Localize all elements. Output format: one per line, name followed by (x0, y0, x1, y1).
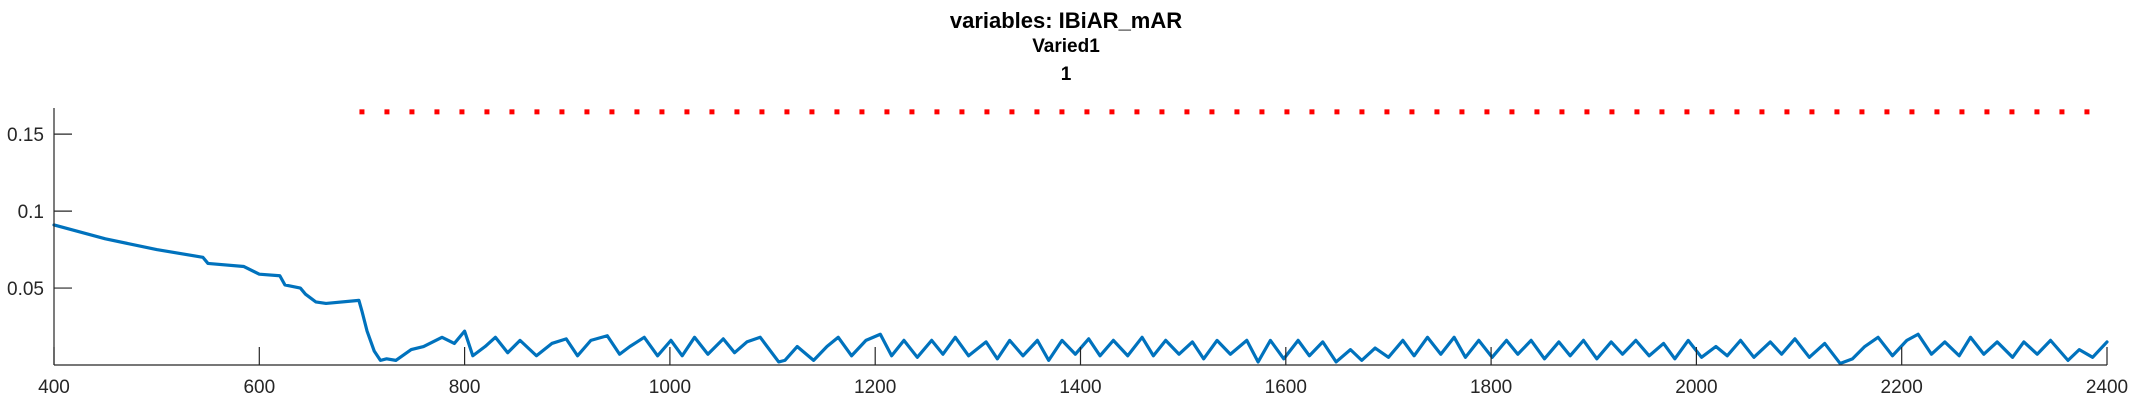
red-marker-33 (1184, 109, 1190, 115)
red-marker-42 (1409, 109, 1415, 115)
red-marker-57 (1784, 109, 1790, 115)
red-marker-25 (984, 109, 990, 115)
red-marker-9 (584, 109, 590, 115)
red-marker-58 (1809, 109, 1815, 115)
red-marker-26 (1009, 109, 1015, 115)
red-marker-13 (684, 109, 690, 115)
x-tick-label-8: 2000 (1675, 377, 1717, 398)
red-marker-62 (1909, 109, 1915, 115)
axes: 400 600 800 1000 1200 1400 1600 1800 2000 2200 240… (7, 108, 2128, 398)
red-marker-18 (809, 109, 815, 115)
chart-subtitle: Varied1 (1032, 36, 1100, 57)
red-marker-35 (1234, 109, 1240, 115)
red-marker-5 (484, 109, 490, 115)
red-marker-6 (509, 109, 515, 115)
red-marker-22 (909, 109, 915, 115)
red-marker-40 (1359, 109, 1365, 115)
red-marker-55 (1734, 109, 1740, 115)
red-marker-21 (884, 109, 890, 115)
red-marker-19 (834, 109, 840, 115)
red-marker-24 (959, 109, 965, 115)
y-tick-label-1: 0.1 (18, 202, 44, 223)
red-marker-52 (1659, 109, 1665, 115)
series-marker-row (359, 109, 2090, 115)
red-marker-65 (1984, 109, 1990, 115)
red-marker-17 (784, 109, 790, 115)
red-marker-27 (1034, 109, 1040, 115)
red-marker-12 (659, 109, 665, 115)
red-marker-8 (559, 109, 565, 115)
x-tick-label-2: 800 (449, 377, 481, 398)
red-marker-16 (759, 109, 765, 115)
red-marker-14 (709, 109, 715, 115)
x-tick-label-4: 1200 (854, 377, 896, 398)
red-marker-28 (1059, 109, 1065, 115)
red-marker-11 (634, 109, 640, 115)
x-tick-label-6: 1600 (1265, 377, 1307, 398)
red-marker-29 (1084, 109, 1090, 115)
red-marker-53 (1684, 109, 1690, 115)
x-tick-label-9: 2200 (1881, 377, 1923, 398)
red-marker-44 (1459, 109, 1465, 115)
red-marker-56 (1759, 109, 1765, 115)
red-marker-41 (1384, 109, 1390, 115)
red-marker-7 (534, 109, 540, 115)
red-marker-64 (1959, 109, 1965, 115)
plot-area (52, 109, 2109, 366)
red-marker-59 (1834, 109, 1840, 115)
red-marker-32 (1159, 109, 1165, 115)
red-marker-63 (1934, 109, 1940, 115)
red-marker-67 (2034, 109, 2040, 115)
red-marker-0 (359, 109, 365, 115)
red-marker-39 (1334, 109, 1340, 115)
red-marker-48 (1559, 109, 1565, 115)
red-marker-60 (1859, 109, 1865, 115)
red-marker-68 (2059, 109, 2065, 115)
red-marker-30 (1109, 109, 1115, 115)
red-marker-1 (384, 109, 390, 115)
series-line-IBiAR_mAR (52, 223, 2109, 366)
red-marker-69 (2084, 109, 2090, 115)
red-marker-3 (434, 109, 440, 115)
x-tick-label-1: 600 (243, 377, 275, 398)
red-marker-2 (409, 109, 415, 115)
red-marker-15 (734, 109, 740, 115)
x-tick-label-5: 1400 (1059, 377, 1101, 398)
red-marker-47 (1534, 109, 1540, 115)
red-marker-61 (1884, 109, 1890, 115)
red-marker-4 (459, 109, 465, 115)
red-marker-38 (1309, 109, 1315, 115)
x-tick-label-7: 1800 (1470, 377, 1512, 398)
red-marker-66 (2009, 109, 2015, 115)
red-marker-37 (1284, 109, 1290, 115)
chart-subtitle-2: 1 (1061, 64, 1072, 85)
red-marker-36 (1259, 109, 1265, 115)
red-marker-43 (1434, 109, 1440, 115)
chart-title: variables: IBiAR_mAR (950, 8, 1182, 33)
red-marker-34 (1209, 109, 1215, 115)
red-marker-51 (1634, 109, 1640, 115)
red-marker-49 (1584, 109, 1590, 115)
red-marker-50 (1609, 109, 1615, 115)
red-marker-10 (609, 109, 615, 115)
red-marker-54 (1709, 109, 1715, 115)
red-marker-45 (1484, 109, 1490, 115)
red-marker-23 (934, 109, 940, 115)
x-tick-label-3: 1000 (649, 377, 691, 398)
y-tick-label-0: 0.05 (7, 279, 44, 300)
x-tick-label-0: 400 (38, 377, 70, 398)
red-marker-31 (1134, 109, 1140, 115)
red-marker-46 (1509, 109, 1515, 115)
x-tick-label-10: 2400 (2086, 377, 2128, 398)
red-marker-20 (859, 109, 865, 115)
y-tick-label-2: 0.15 (7, 125, 44, 146)
